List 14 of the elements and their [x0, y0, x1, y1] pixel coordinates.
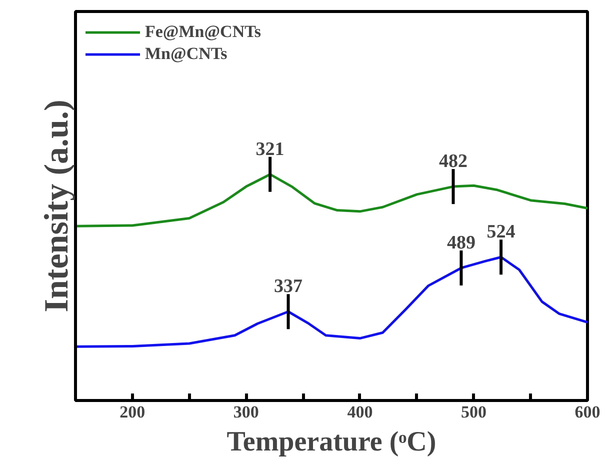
x-tick-label: 400: [347, 402, 373, 422]
annotation: 321: [256, 138, 284, 160]
legend-label: Fe@Mn@CNTs: [145, 21, 262, 43]
annotation: 524: [486, 222, 516, 243]
annotation: 482: [438, 151, 468, 172]
x-tick-label: 600: [574, 402, 600, 422]
annotation: 337: [274, 276, 304, 298]
x-tick-label: 300: [233, 402, 259, 422]
x-axis-title: Temperature (ᵒC): [226, 426, 436, 458]
x-tick-label: 200: [120, 402, 146, 422]
x-tick-label: 500: [460, 402, 486, 422]
y-axis-title: Intensity (a.u.): [38, 100, 76, 312]
annotation: 489: [446, 232, 476, 254]
legend-label: Mn@CNTs: [145, 43, 228, 65]
